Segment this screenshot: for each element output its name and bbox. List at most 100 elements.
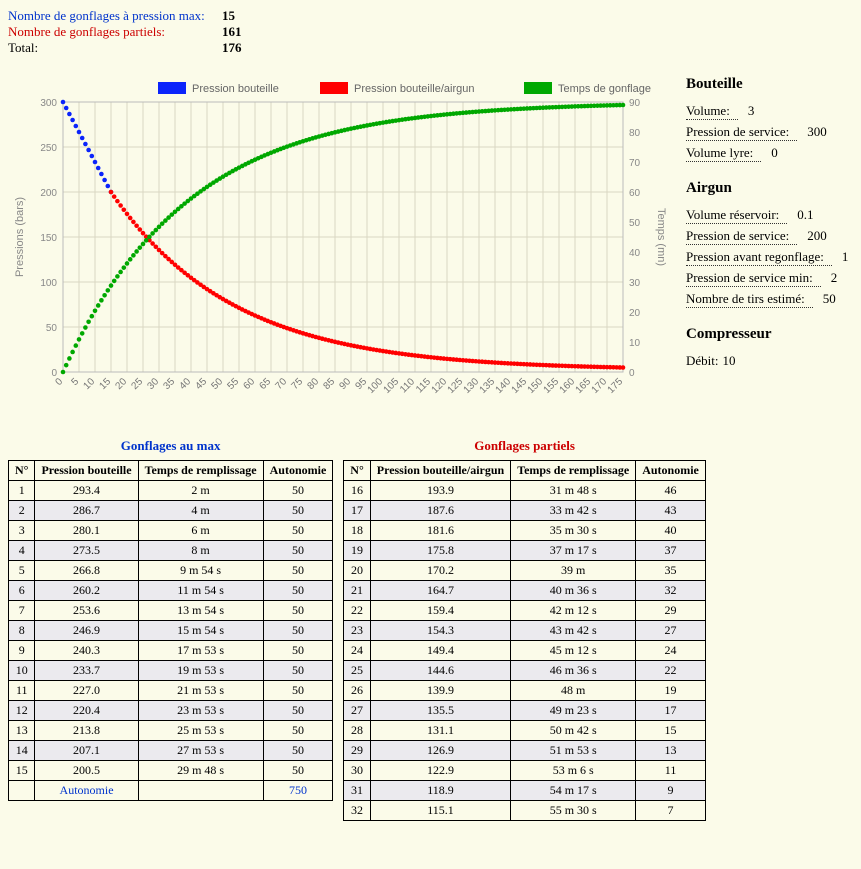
svg-text:30: 30: [629, 278, 641, 289]
table-cell: 11 m 54 s: [138, 581, 263, 601]
table-cell: 14: [9, 741, 35, 761]
table-row: 25144.646 m 36 s22: [344, 661, 706, 681]
table-cell: 37 m 17 s: [511, 541, 636, 561]
table-cell: 50: [263, 701, 333, 721]
table-cell: 17: [344, 501, 370, 521]
stat-max-value: 15: [222, 8, 235, 24]
bouteille-lyre-label: Volume lyre:: [686, 145, 761, 162]
table-cell: 149.4: [370, 641, 510, 661]
table-row: 21164.740 m 36 s32: [344, 581, 706, 601]
table-cell: 49 m 23 s: [511, 701, 636, 721]
table-cell: 13: [9, 721, 35, 741]
table-row: 12220.423 m 53 s50: [9, 701, 333, 721]
table-row: 6260.211 m 54 s50: [9, 581, 333, 601]
table-cell: 118.9: [370, 781, 510, 801]
table-cell: 181.6: [370, 521, 510, 541]
table-cell: 200.5: [35, 761, 138, 781]
table-row: 3280.16 m50: [9, 521, 333, 541]
table-cell: 30: [344, 761, 370, 781]
table-cell: 7: [636, 801, 706, 821]
table-row: 15200.529 m 48 s50: [9, 761, 333, 781]
table-row: 22159.442 m 12 s29: [344, 601, 706, 621]
table-cell: 27: [636, 621, 706, 641]
airgun-pavant-label: Pression avant regonflage:: [686, 249, 832, 266]
table-row: 32115.155 m 30 s7: [344, 801, 706, 821]
table-max: N°Pression bouteilleTemps de remplissage…: [8, 460, 333, 801]
table-cell: 50: [263, 721, 333, 741]
table-header: N°: [9, 461, 35, 481]
table-row: 16193.931 m 48 s46: [344, 481, 706, 501]
table-cell: 46 m 36 s: [511, 661, 636, 681]
table-cell: 27 m 53 s: [138, 741, 263, 761]
table-row: 8246.915 m 54 s50: [9, 621, 333, 641]
table-cell: 213.8: [35, 721, 138, 741]
table-cell: 28: [344, 721, 370, 741]
table-cell: 233.7: [35, 661, 138, 681]
table-cell: 6: [9, 581, 35, 601]
table-row: 26139.948 m19: [344, 681, 706, 701]
svg-text:10: 10: [629, 338, 641, 349]
table-cell: 11: [9, 681, 35, 701]
table-row: 19175.837 m 17 s37: [344, 541, 706, 561]
table-cell: 43 m 42 s: [511, 621, 636, 641]
stat-total-label: Total:: [8, 40, 218, 56]
table-cell: 3: [9, 521, 35, 541]
table-cell: 31 m 48 s: [511, 481, 636, 501]
stat-total-value: 176: [222, 40, 242, 56]
table-cell: 2: [9, 501, 35, 521]
table-cell: 24: [636, 641, 706, 661]
svg-text:20: 20: [629, 308, 641, 319]
table-row: 9240.317 m 53 s50: [9, 641, 333, 661]
table-cell: 207.1: [35, 741, 138, 761]
table-cell: 273.5: [35, 541, 138, 561]
table-cell: 227.0: [35, 681, 138, 701]
table-cell: 164.7: [370, 581, 510, 601]
table-cell: 15: [9, 761, 35, 781]
svg-text:0: 0: [629, 368, 635, 379]
table-cell: 18: [344, 521, 370, 541]
table-cell: 13 m 54 s: [138, 601, 263, 621]
bouteille-volume-label: Volume:: [686, 103, 738, 120]
table-row: 11227.021 m 53 s50: [9, 681, 333, 701]
table-row: 7253.613 m 54 s50: [9, 601, 333, 621]
chart: Pression bouteillePression bouteille/air…: [8, 72, 668, 416]
table-cell: 46: [636, 481, 706, 501]
table-cell: 253.6: [35, 601, 138, 621]
table-cell: 19 m 53 s: [138, 661, 263, 681]
table-row: 5266.89 m 54 s50: [9, 561, 333, 581]
table-cell: 17: [636, 701, 706, 721]
table-cell: 15: [636, 721, 706, 741]
table-row: 29126.951 m 53 s13: [344, 741, 706, 761]
table-cell: 5: [9, 561, 35, 581]
table-cell: 31: [344, 781, 370, 801]
airgun-pservice-value: 200: [807, 228, 827, 245]
table-row: 24149.445 m 12 s24: [344, 641, 706, 661]
table-cell: 19: [636, 681, 706, 701]
table-header: N°: [344, 461, 370, 481]
bouteille-volume-value: 3: [748, 103, 755, 120]
table-row: 4273.58 m50: [9, 541, 333, 561]
table-cell: 24: [344, 641, 370, 661]
table-row: 2286.74 m50: [9, 501, 333, 521]
table-cell: 50: [263, 541, 333, 561]
table-row: 17187.633 m 42 s43: [344, 501, 706, 521]
table-row: 27135.549 m 23 s17: [344, 701, 706, 721]
table-cell: 293.4: [35, 481, 138, 501]
table-header: Pression bouteille/airgun: [370, 461, 510, 481]
table-row: 28131.150 m 42 s15: [344, 721, 706, 741]
table-cell: 27: [344, 701, 370, 721]
bouteille-lyre-value: 0: [771, 145, 778, 162]
table-row: 13213.825 m 53 s50: [9, 721, 333, 741]
svg-text:50: 50: [629, 218, 641, 229]
table-row: 23154.343 m 42 s27: [344, 621, 706, 641]
table-cell: 9: [636, 781, 706, 801]
table-cell: 26: [344, 681, 370, 701]
svg-text:100: 100: [40, 278, 57, 289]
table-cell: 13: [636, 741, 706, 761]
table-cell: 159.4: [370, 601, 510, 621]
airgun-volres-label: Volume réservoir:: [686, 207, 787, 224]
svg-text:Pressions (bars): Pressions (bars): [14, 197, 26, 277]
table-cell: 246.9: [35, 621, 138, 641]
airgun-ntirs-label: Nombre de tirs estimé:: [686, 291, 813, 308]
table-cell: 122.9: [370, 761, 510, 781]
